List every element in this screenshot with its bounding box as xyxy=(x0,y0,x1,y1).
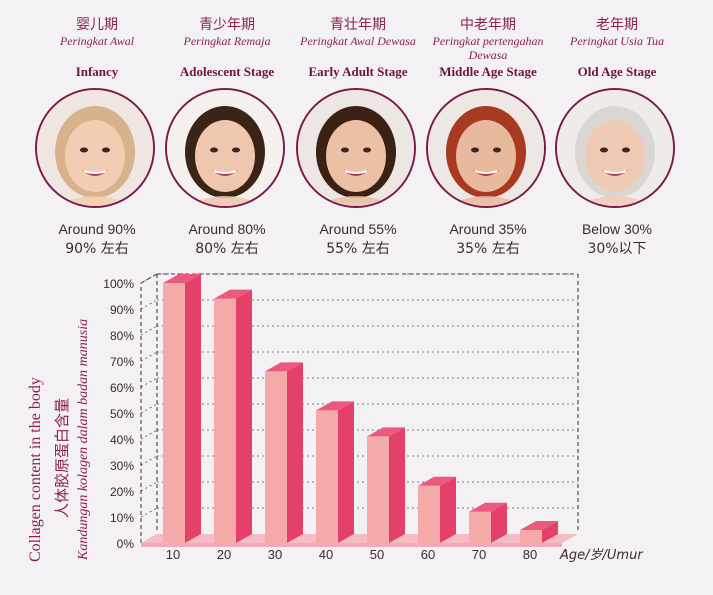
gridline-depth xyxy=(140,403,158,414)
bar-front xyxy=(520,530,542,543)
y-tick-label: 10% xyxy=(110,511,134,525)
stage-title-en: Middle Age Stage xyxy=(439,64,537,79)
collagen-percent-zh: 90% 左右 xyxy=(65,241,129,257)
stage-title-my: Peringkat pertengahan Dewasa xyxy=(432,34,544,62)
gridline-depth xyxy=(140,455,158,466)
collagen-percent-en: Around 55% xyxy=(319,221,397,237)
chart-floor xyxy=(141,534,578,543)
stage-title-en: Adolescent Stage xyxy=(179,64,275,79)
gridline-depth xyxy=(140,351,158,362)
x-tick-label: 50 xyxy=(370,547,384,562)
y-tick-label: 50% xyxy=(110,407,134,421)
collagen-percent-en: Around 80% xyxy=(188,221,266,237)
stage-title-en: Old Age Stage xyxy=(577,64,657,79)
bar-front xyxy=(316,410,338,543)
bar-top xyxy=(265,362,303,372)
gridline-depth xyxy=(140,325,158,336)
x-tick-label: 10 xyxy=(166,547,180,562)
x-axis-title: Age/岁/Umur xyxy=(559,548,644,563)
collagen-percent-zh: 35% 左右 xyxy=(456,241,520,257)
young-adult-photo xyxy=(296,88,416,208)
y-tick-label: 80% xyxy=(110,329,134,343)
y-tick-label: 90% xyxy=(110,303,134,317)
bar-side xyxy=(389,427,405,543)
bar-top xyxy=(367,427,405,437)
gridline-depth xyxy=(140,481,158,492)
collagen-percent-zh: 80% 左右 xyxy=(195,241,259,257)
x-tick-label: 70 xyxy=(472,547,486,562)
bar-side xyxy=(236,289,252,543)
collagen-percent-zh: 55% 左右 xyxy=(326,241,390,257)
stage-title-zh: 婴儿期 xyxy=(76,17,118,33)
bar-side xyxy=(542,521,558,543)
collagen-percent-zh: 30%以下 xyxy=(587,241,647,257)
x-tick-label: 20 xyxy=(217,547,231,562)
bar-top xyxy=(316,401,354,411)
teen-photo xyxy=(165,88,285,208)
stage-title-my: Peringkat Awal Dewasa xyxy=(300,34,416,48)
stage-title-zh: 青少年期 xyxy=(199,17,255,33)
gridline-depth xyxy=(140,507,158,518)
stage-title-my: Peringkat Awal xyxy=(59,34,135,48)
bar-side xyxy=(185,274,201,543)
bar-side xyxy=(287,362,303,543)
middle-age-photo xyxy=(426,88,546,208)
bar-side xyxy=(491,502,507,543)
x-tick-label: 60 xyxy=(421,547,435,562)
x-tick-label: 30 xyxy=(268,547,282,562)
bar-side xyxy=(338,401,354,543)
bar-front xyxy=(367,436,389,543)
bar-top xyxy=(163,274,201,283)
y-tick-label: 100% xyxy=(103,277,134,291)
stage-title-en: Early Adult Stage xyxy=(308,64,408,79)
stage-title-my: Peringkat Usia Tua xyxy=(569,34,664,48)
y-tick-label: 70% xyxy=(110,355,134,369)
chart-floor-edge xyxy=(141,543,562,547)
gridline-depth xyxy=(140,377,158,388)
bar-top xyxy=(520,521,558,530)
gridline-depth xyxy=(140,429,158,440)
gridline-depth xyxy=(140,299,158,310)
stage-title-my: Peringkat Remaja xyxy=(183,34,271,48)
bar-front xyxy=(418,485,440,543)
bar-top xyxy=(418,476,456,486)
bar-front xyxy=(214,298,236,543)
y-tick-label: 0% xyxy=(117,537,135,551)
bar-top xyxy=(214,289,252,299)
x-tick-label: 40 xyxy=(319,547,333,562)
collagen-percent-en: Around 90% xyxy=(58,221,136,237)
bar-front xyxy=(469,511,491,543)
collagen-percent-en: Below 30% xyxy=(581,221,653,237)
y-tick-label: 30% xyxy=(110,459,134,473)
stage-title-en: Infancy xyxy=(75,64,119,79)
bar-front xyxy=(163,283,185,543)
x-tick-label: 80 xyxy=(523,547,537,562)
y-tick-label: 40% xyxy=(110,433,134,447)
stage-title-zh: 老年期 xyxy=(596,17,638,33)
collagen-percent-en: Around 35% xyxy=(449,221,527,237)
y-tick-label: 20% xyxy=(110,485,134,499)
bar-front xyxy=(265,371,287,543)
bar-side xyxy=(440,476,456,543)
stage-title-zh: 中老年期 xyxy=(460,17,516,33)
y-tick-label: 60% xyxy=(110,381,134,395)
gridline-depth xyxy=(140,273,158,284)
elderly-photo xyxy=(555,88,675,208)
baby-photo xyxy=(35,88,155,208)
stage-title-zh: 青壮年期 xyxy=(330,17,386,33)
bar-top xyxy=(469,502,507,512)
